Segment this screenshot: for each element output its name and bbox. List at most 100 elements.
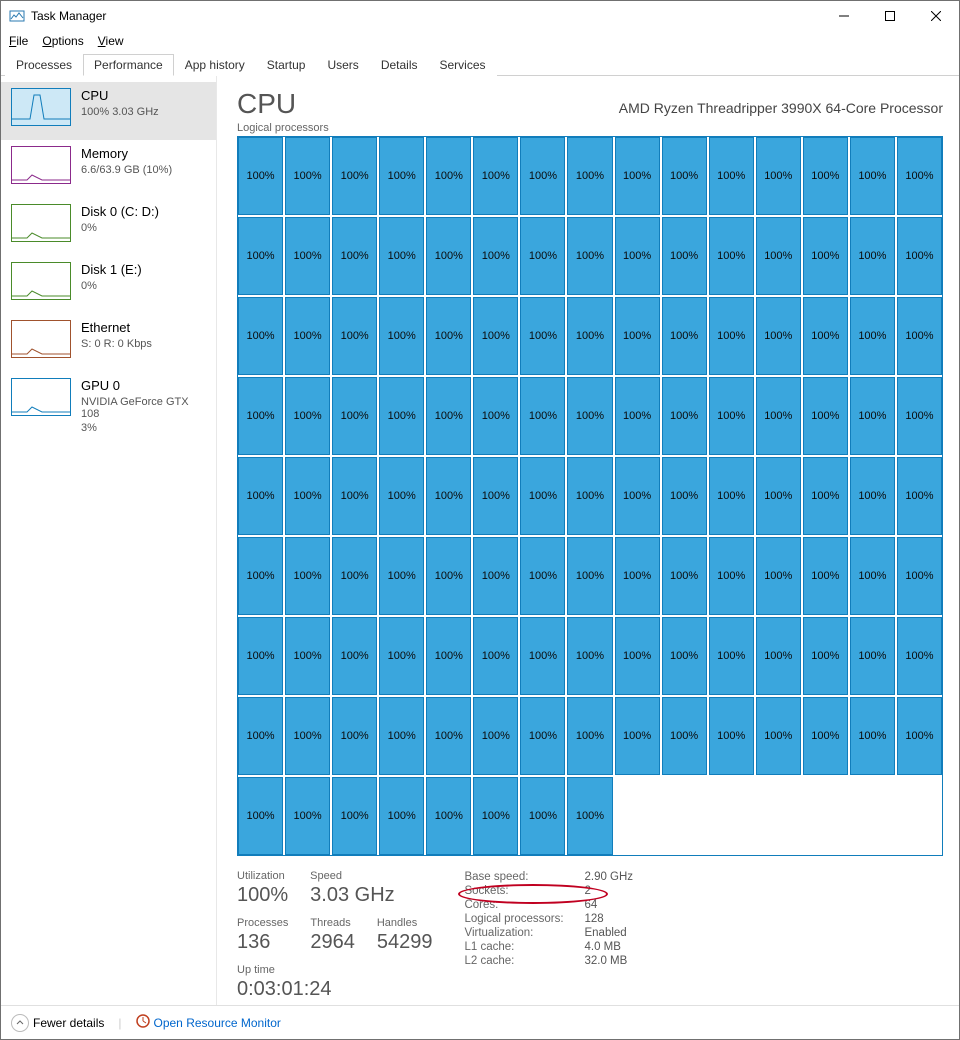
- sidebar-item-label: GPU 0: [81, 378, 208, 394]
- core-cell: 100%: [379, 377, 424, 455]
- resource-monitor-link[interactable]: Open Resource Monitor: [136, 1014, 281, 1031]
- core-cell: 100%: [756, 297, 801, 375]
- core-cell: 100%: [520, 457, 565, 535]
- cpu-grid[interactable]: 100%100%100%100%100%100%100%100%100%100%…: [237, 136, 943, 856]
- tab-services[interactable]: Services: [429, 54, 497, 76]
- core-cell: 100%: [332, 217, 377, 295]
- core-cell: 100%: [379, 297, 424, 375]
- core-cell: 100%: [662, 297, 707, 375]
- core-cell: 100%: [473, 777, 518, 855]
- core-cell: [850, 777, 895, 855]
- core-cell: 100%: [473, 137, 518, 215]
- core-cell: 100%: [567, 457, 612, 535]
- menu-file[interactable]: File: [9, 34, 28, 48]
- stat-value: 3.03 GHz: [310, 884, 394, 907]
- stat-l1-cache: L1 cache:4.0 MB: [464, 940, 633, 954]
- tab-users[interactable]: Users: [316, 54, 369, 76]
- core-cell: 100%: [567, 297, 612, 375]
- sidebar-item-gpu-0[interactable]: GPU 0NVIDIA GeForce GTX 1083%: [1, 372, 216, 448]
- stat-uptime: Up time 0:03:01:24: [237, 964, 432, 1001]
- core-cell: 100%: [709, 217, 754, 295]
- tab-app-history[interactable]: App history: [174, 54, 256, 76]
- sidebar-item-sub: 0%: [81, 222, 159, 234]
- core-cell: 100%: [897, 537, 942, 615]
- core-cell: 100%: [662, 457, 707, 535]
- core-cell: 100%: [332, 617, 377, 695]
- core-cell: 100%: [850, 697, 895, 775]
- core-cell: 100%: [756, 537, 801, 615]
- app-icon: [9, 8, 25, 24]
- core-cell: 100%: [332, 777, 377, 855]
- stat-value: 54299: [377, 931, 433, 954]
- tab-details[interactable]: Details: [370, 54, 429, 76]
- sidebar-item-memory[interactable]: Memory6.6/63.9 GB (10%): [1, 140, 216, 198]
- sidebar-item-label: CPU: [81, 88, 159, 104]
- stat-value: 32.0 MB: [584, 955, 627, 967]
- core-cell: [897, 777, 942, 855]
- sidebar-item-ethernet[interactable]: EthernetS: 0 R: 0 Kbps: [1, 314, 216, 372]
- tab-performance[interactable]: Performance: [83, 54, 174, 76]
- core-cell: 100%: [285, 537, 330, 615]
- core-cell: 100%: [238, 217, 283, 295]
- menu-view[interactable]: View: [98, 34, 124, 48]
- core-cell: 100%: [615, 137, 660, 215]
- core-cell: 100%: [238, 697, 283, 775]
- close-button[interactable]: [913, 1, 959, 31]
- core-cell: 100%: [803, 137, 848, 215]
- stat-label: L2 cache:: [464, 955, 584, 967]
- core-cell: 100%: [473, 617, 518, 695]
- sidebar-item-cpu[interactable]: CPU100% 3.03 GHz: [1, 82, 216, 140]
- stat-handles: Handles54299: [377, 917, 433, 954]
- minimize-button[interactable]: [821, 1, 867, 31]
- fewer-details-button[interactable]: Fewer details: [11, 1014, 104, 1032]
- core-cell: 100%: [662, 217, 707, 295]
- menubar: File Options View: [1, 31, 959, 51]
- stat-sockets: Sockets:2: [464, 884, 633, 898]
- core-cell: 100%: [238, 537, 283, 615]
- tab-startup[interactable]: Startup: [256, 54, 317, 76]
- stat-speed: Speed3.03 GHz: [310, 870, 394, 907]
- stat-value: 2.90 GHz: [584, 871, 633, 883]
- sidebar-item-sub2: 3%: [81, 422, 208, 434]
- core-cell: 100%: [897, 297, 942, 375]
- task-manager-window: Task Manager File Options View Processes…: [0, 0, 960, 1040]
- core-cell: 100%: [709, 137, 754, 215]
- maximize-button[interactable]: [867, 1, 913, 31]
- core-cell: 100%: [285, 697, 330, 775]
- window-title: Task Manager: [31, 9, 821, 23]
- core-cell: [615, 777, 660, 855]
- sidebar-item-label: Disk 1 (E:): [81, 262, 142, 278]
- core-cell: 100%: [285, 777, 330, 855]
- sidebar-item-disk-1-e-[interactable]: Disk 1 (E:) 0%: [1, 256, 216, 314]
- core-cell: 100%: [379, 217, 424, 295]
- tab-processes[interactable]: Processes: [5, 54, 83, 76]
- core-cell: 100%: [426, 537, 471, 615]
- stat-base-speed: Base speed:2.90 GHz: [464, 870, 633, 884]
- core-cell: 100%: [520, 617, 565, 695]
- core-cell: 100%: [709, 697, 754, 775]
- menu-options[interactable]: Options: [42, 34, 83, 48]
- core-cell: 100%: [285, 297, 330, 375]
- core-cell: 100%: [238, 617, 283, 695]
- core-cell: 100%: [379, 777, 424, 855]
- resmon-icon: [136, 1014, 150, 1031]
- sidebar-item-disk-0-c-d-[interactable]: Disk 0 (C: D:)0%: [1, 198, 216, 256]
- core-cell: 100%: [803, 377, 848, 455]
- body: CPU100% 3.03 GHzMemory6.6/63.9 GB (10%)D…: [1, 76, 959, 1005]
- core-cell: 100%: [756, 457, 801, 535]
- core-cell: 100%: [850, 457, 895, 535]
- core-cell: 100%: [520, 137, 565, 215]
- core-cell: 100%: [426, 137, 471, 215]
- core-cell: 100%: [426, 217, 471, 295]
- core-cell: 100%: [285, 457, 330, 535]
- stat-cores: Cores:64: [464, 898, 633, 912]
- core-cell: 100%: [332, 537, 377, 615]
- core-cell: 100%: [709, 537, 754, 615]
- sidebar-item-sub: 0%: [81, 280, 142, 292]
- core-cell: 100%: [285, 137, 330, 215]
- thumb-icon: [11, 88, 71, 126]
- core-cell: 100%: [238, 137, 283, 215]
- core-cell: 100%: [662, 697, 707, 775]
- core-cell: 100%: [897, 697, 942, 775]
- core-cell: 100%: [850, 137, 895, 215]
